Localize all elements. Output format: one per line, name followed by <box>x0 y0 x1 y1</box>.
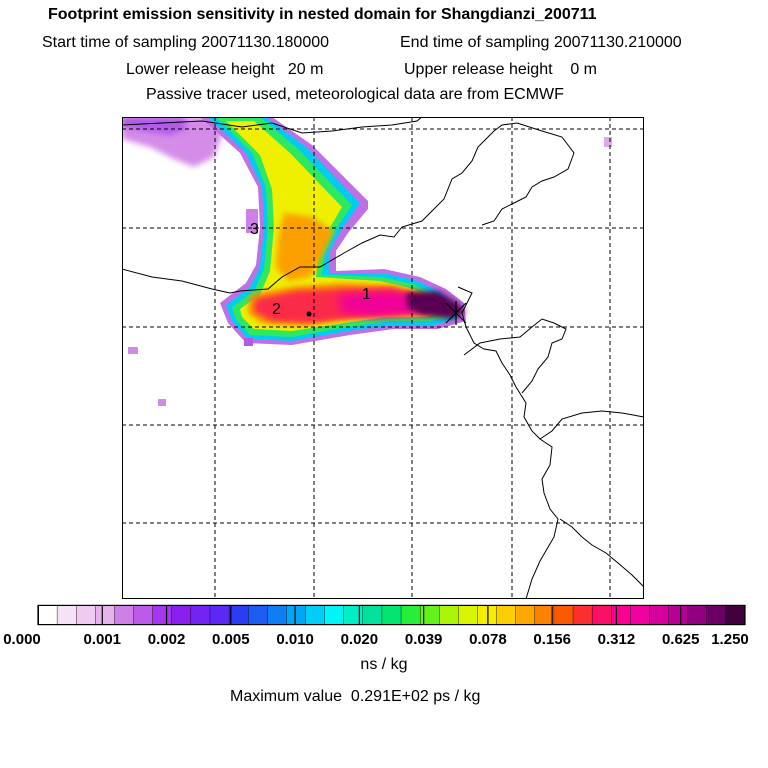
colorbar-cell <box>56 604 77 626</box>
marker-2: 2 <box>272 301 281 318</box>
colorbar-cell <box>95 604 115 626</box>
plume-max <box>406 291 466 319</box>
plume-speck-a <box>128 347 138 354</box>
max-value-value: 0.291E+02 ps / kg <box>350 688 481 705</box>
colorbar-units: ns / kg <box>360 656 408 673</box>
colorbar-cell <box>190 604 211 626</box>
lower-release-height: Lower release height 20 m <box>126 61 323 79</box>
reference-dot <box>306 311 312 317</box>
colorbar-cell <box>400 604 421 626</box>
colorbar-cell <box>496 604 517 626</box>
colorbar-cell <box>362 604 383 626</box>
colorbar-cell <box>572 604 593 626</box>
start-time-label: Start time of sampling <box>42 34 197 51</box>
colorbar-tick-label: 0.020 <box>341 631 379 648</box>
plume-speck-c <box>244 338 253 346</box>
colorbar-cell <box>114 604 135 626</box>
colorbar-cell <box>706 604 727 626</box>
colorbar-tick-label: 0.001 <box>83 631 121 648</box>
border-line-northeast <box>481 122 575 226</box>
colorbar-cell <box>649 604 670 626</box>
colorbar-tick-label: 1.250 <box>711 631 749 648</box>
plume-speck-d <box>246 209 258 233</box>
colorbar-cell <box>458 604 478 626</box>
colorbar-tick-label: 0.005 <box>212 631 250 648</box>
plume-orange <box>276 213 334 281</box>
start-time: Start time of sampling 20071130.180000 <box>42 34 329 52</box>
colorbar-cell <box>286 604 307 626</box>
upper-release-value: 0 m <box>570 61 597 78</box>
colorbar-ticks: 0.000 0.001 0.002 0.005 0.010 0.020 0.039 0.078… <box>3 605 749 648</box>
coastline-east <box>457 286 559 599</box>
colorbar-cell <box>209 604 230 626</box>
colorbar-cell <box>687 604 708 626</box>
map-frame <box>122 117 644 599</box>
coastlines-and-borders <box>122 117 644 599</box>
start-time-value: 20071130.180000 <box>201 34 330 51</box>
marker-3: 3 <box>250 221 259 238</box>
coastline-southeast <box>559 518 644 588</box>
colorbar-cell <box>439 604 459 626</box>
border-line-north <box>122 117 423 134</box>
colorbar-cell <box>267 604 287 626</box>
colorbar-cell <box>611 604 631 626</box>
end-time: End time of sampling 20071130.210000 <box>400 34 682 52</box>
tracer-note: Passive tracer used, meteorological data… <box>146 86 564 103</box>
plume-fringe-northwest-inner <box>122 117 186 135</box>
colorbar-frame <box>38 605 745 625</box>
colorbar-cell <box>247 604 268 626</box>
colorbar-tick-label: 0.156 <box>533 631 571 648</box>
plume-speck-b <box>158 399 166 406</box>
colorbar-cell <box>553 604 574 626</box>
colorbar-tick-label: 0.625 <box>662 631 700 648</box>
colorbar-cell <box>381 604 402 626</box>
colorbar-cell <box>534 604 555 626</box>
colorbar-cell <box>515 604 536 626</box>
colorbar-cell <box>591 604 612 626</box>
colorbar-cell <box>477 604 498 626</box>
colorbar-cell <box>228 604 249 626</box>
max-value-label: Maximum value <box>230 688 343 705</box>
colorbar-tick-label: 0.039 <box>405 631 443 648</box>
colorbar-cell <box>37 604 58 626</box>
colorbar-cell <box>76 604 96 626</box>
colorbar-cell <box>324 604 345 626</box>
upper-release-label: Upper release height <box>404 61 553 78</box>
colorbar-cell <box>152 604 173 626</box>
colorbar-cell <box>171 604 192 626</box>
graticule <box>122 117 644 599</box>
lower-release-label: Lower release height <box>126 61 275 78</box>
colorbar-cell <box>725 604 746 626</box>
end-time-label: End time of sampling <box>400 34 550 51</box>
maximum-value: Maximum value 0.291E+02 ps / kg <box>230 688 480 706</box>
plume-speck-e <box>604 137 612 147</box>
coastline-peninsula <box>463 318 567 394</box>
colorbar-cell <box>668 604 689 626</box>
colorbar-tick-label: 0.078 <box>469 631 507 648</box>
footprint-map: 1 2 3 <box>122 117 644 599</box>
border-line-middle <box>122 122 518 294</box>
sensitivity-plume <box>122 117 612 406</box>
receptor-marker <box>445 301 467 325</box>
border-line-east <box>539 410 644 440</box>
map-background <box>122 117 644 599</box>
colorbar-cell <box>133 604 154 626</box>
upper-release-height: Upper release height 0 m <box>404 61 597 79</box>
colorbar-cell <box>630 604 650 626</box>
colorbar-cell <box>343 604 364 626</box>
end-time-value: 20071130.210000 <box>553 34 682 51</box>
lower-release-value: 20 m <box>287 61 324 78</box>
colorbar-tick-label: 0.002 <box>148 631 186 648</box>
colorbar-tick-label: 0.000 <box>3 631 41 648</box>
colorbar-tick-label: 0.010 <box>276 631 314 648</box>
colorbar-cell <box>305 604 326 626</box>
colorbar-tick-label: 0.312 <box>598 631 636 648</box>
colorbar: 0.000 0.001 0.002 0.005 0.010 0.020 0.039 0.078… <box>3 604 749 648</box>
colorbar-cells <box>37 604 746 626</box>
plot-title: Footprint emission sensitivity in nested… <box>48 6 597 23</box>
marker-1: 1 <box>362 286 371 303</box>
